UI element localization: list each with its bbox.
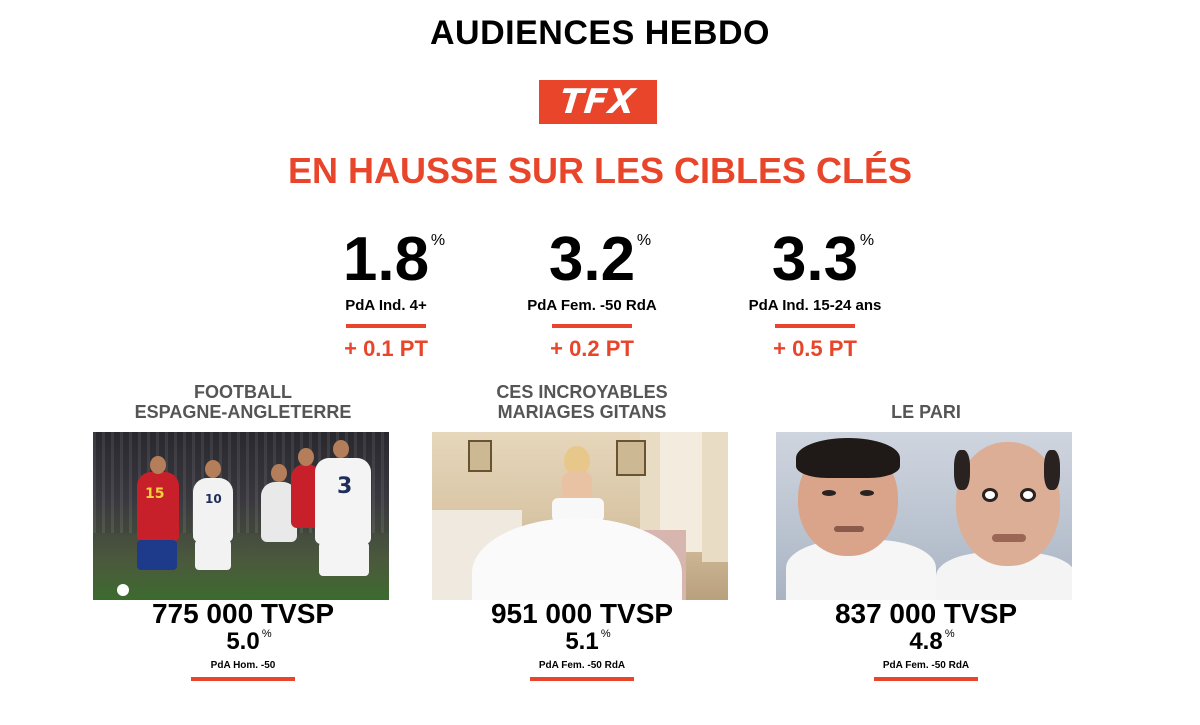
program-divider (874, 677, 978, 681)
wedding-dress-photo (432, 432, 728, 600)
page-title: AUDIENCES HEBDO (430, 14, 770, 52)
stat-delta: + 0.5 PT (773, 336, 857, 361)
program-share: 5.1% (565, 628, 611, 655)
stat-unit: % (859, 232, 875, 249)
program-title: CES INCROYABLES MARIAGES GITANS (496, 382, 668, 422)
stat-value: 3.3% (771, 225, 875, 294)
stat-ind-15-24: 3.3% PdA Ind. 15-24 ans + 0.5 PT (705, 225, 925, 362)
program-share-label: PdA Hom. -50 (210, 660, 276, 671)
program-title: FOOTBALL ESPAGNE-ANGLETERRE (134, 382, 352, 422)
stat-delta: + 0.1 PT (344, 336, 428, 361)
football-match-photo: 3 15 10 (93, 432, 389, 600)
stat-label: PdA Ind. 15-24 ans (748, 297, 882, 314)
stat-divider (346, 324, 426, 328)
stat-unit: % (430, 232, 446, 249)
program-viewers: 775 000 TVSP (151, 598, 335, 629)
stat-unit: % (636, 232, 652, 249)
program-viewers: 951 000 TVSP (490, 598, 674, 629)
headline: EN HAUSSE SUR LES CIBLES CLÉS (287, 150, 913, 191)
stat-fem-50: 3.2% PdA Fem. -50 RdA + 0.2 PT (482, 225, 702, 362)
program-viewers: 837 000 TVSP (834, 598, 1018, 629)
program-divider (530, 677, 634, 681)
stat-divider (552, 324, 632, 328)
stat-divider (775, 324, 855, 328)
stat-label: PdA Ind. 4+ (345, 297, 427, 314)
program-title: LE PARI (891, 402, 961, 422)
two-men-portrait-photo (776, 432, 1072, 600)
stat-value: 3.2% (548, 225, 652, 294)
program-share: 5.0% (226, 628, 272, 655)
stat-delta: + 0.2 PT (550, 336, 634, 361)
program-mariages-gitans: CES INCROYABLES MARIAGES GITANS 951 000 … (432, 380, 732, 681)
program-le-pari: LE PARI 837 000 TVSP 4.8% PdA Fem. -50 R… (776, 380, 1076, 681)
stat-ind-4: 1.8% PdA Ind. 4+ + 0.1 PT (276, 225, 496, 362)
stat-value: 1.8% (342, 225, 446, 294)
program-share-label: PdA Fem. -50 RdA (538, 660, 626, 671)
program-share-label: PdA Fem. -50 RdA (882, 660, 970, 671)
program-share: 4.8% (909, 628, 955, 655)
program-football: FOOTBALL ESPAGNE-ANGLETERRE 3 15 10 775 … (93, 380, 393, 681)
tfx-logo: TFX (539, 80, 657, 124)
stat-label: PdA Fem. -50 RdA (527, 297, 657, 314)
tfx-logo-text: TFX (558, 82, 638, 122)
program-divider (191, 677, 295, 681)
